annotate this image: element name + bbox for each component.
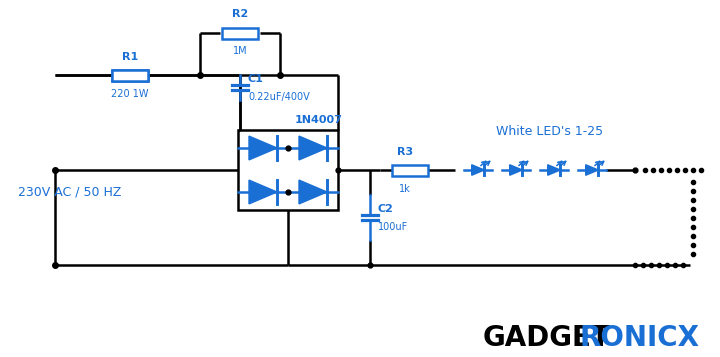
Text: C2: C2 bbox=[378, 204, 394, 214]
Polygon shape bbox=[249, 136, 277, 160]
Text: 230V AC / 50 HZ: 230V AC / 50 HZ bbox=[18, 186, 122, 198]
Bar bbox=[238, 130, 338, 210]
Text: 0.22uF/400V: 0.22uF/400V bbox=[248, 92, 310, 102]
Polygon shape bbox=[585, 165, 598, 175]
Polygon shape bbox=[548, 165, 560, 175]
Bar bbox=[112, 70, 148, 80]
Bar bbox=[112, 70, 148, 80]
Polygon shape bbox=[510, 165, 522, 175]
Polygon shape bbox=[249, 180, 277, 204]
Bar bbox=[392, 165, 428, 176]
Text: White LED's 1-25: White LED's 1-25 bbox=[496, 125, 603, 138]
Text: R3: R3 bbox=[397, 147, 413, 157]
Text: 1N4007: 1N4007 bbox=[295, 115, 343, 125]
Text: 100uF: 100uF bbox=[378, 222, 408, 232]
Text: GADGET: GADGET bbox=[483, 324, 611, 352]
Text: R2: R2 bbox=[232, 9, 248, 19]
Text: 1k: 1k bbox=[399, 184, 411, 194]
Bar bbox=[222, 27, 258, 39]
Text: RONICX: RONICX bbox=[580, 324, 700, 352]
Text: R1: R1 bbox=[122, 52, 138, 62]
Polygon shape bbox=[299, 180, 327, 204]
Text: 1M: 1M bbox=[233, 46, 247, 56]
Text: 220 1W: 220 1W bbox=[112, 89, 149, 99]
Polygon shape bbox=[472, 165, 485, 175]
Polygon shape bbox=[299, 136, 327, 160]
Text: C1: C1 bbox=[248, 74, 264, 84]
